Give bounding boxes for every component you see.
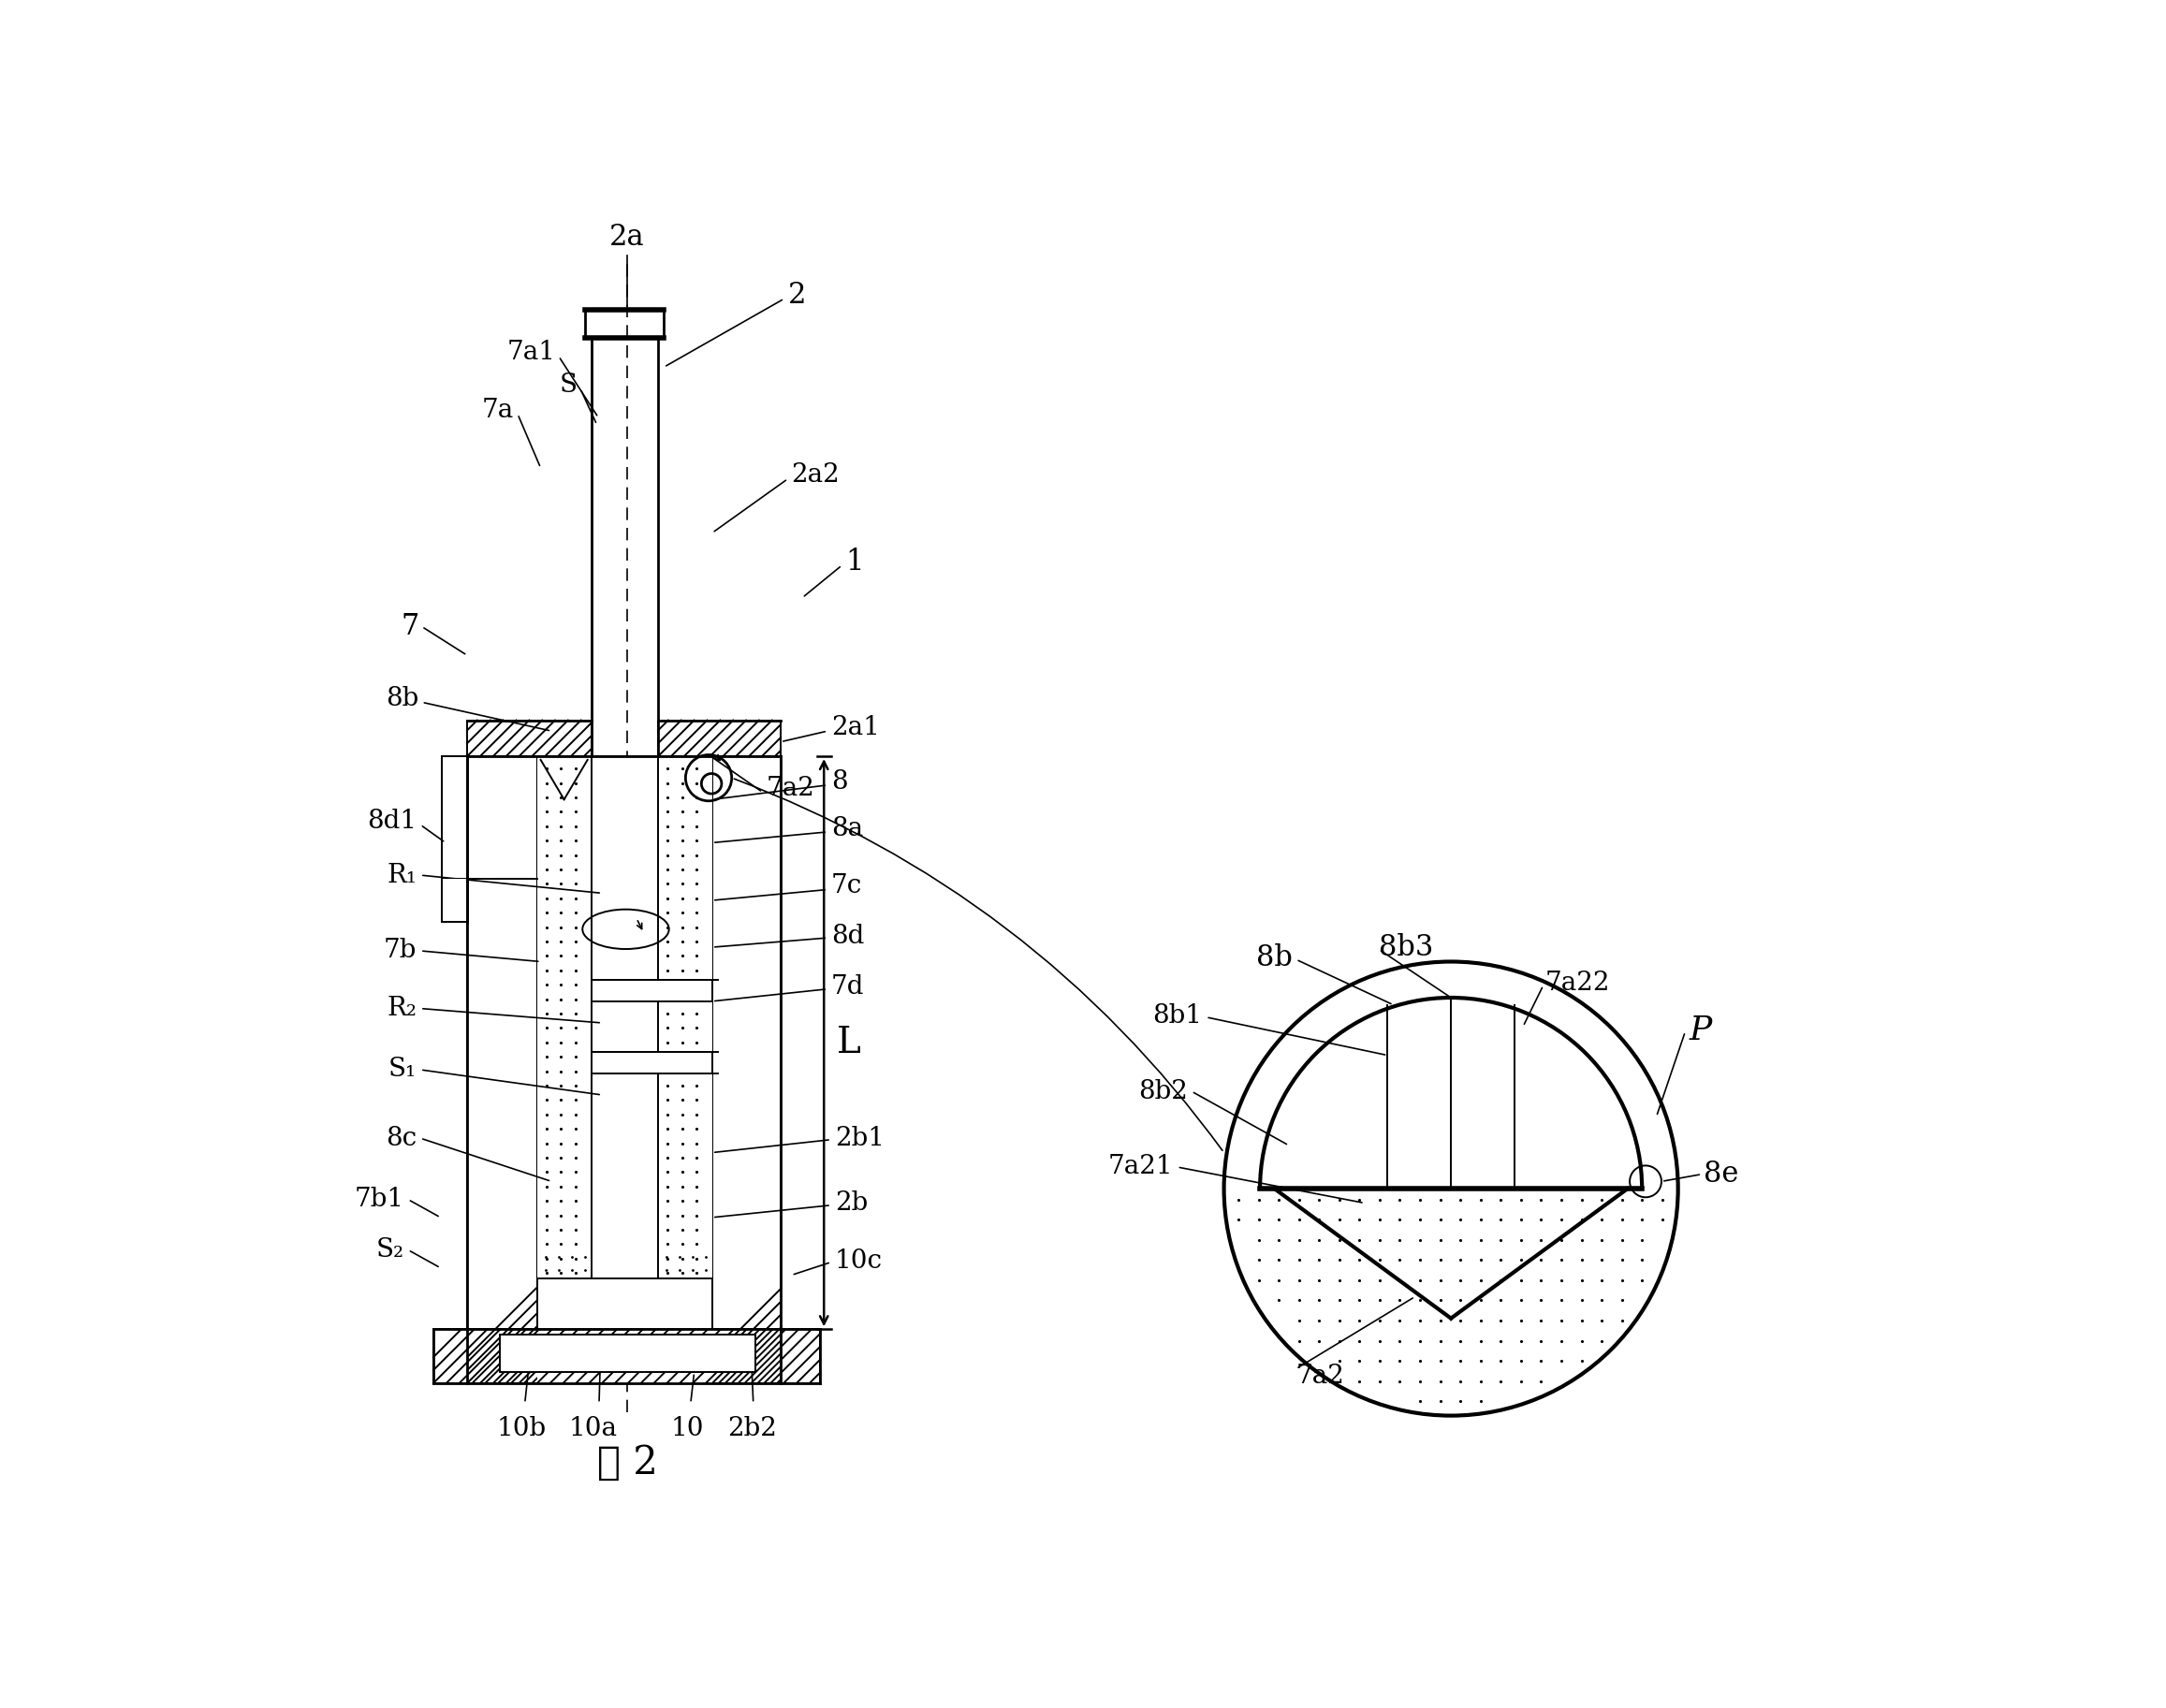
Bar	[713, 757, 780, 1383]
Text: 7: 7	[401, 611, 418, 640]
Bar	[442, 878, 468, 922]
Bar	[442, 757, 468, 922]
Bar	[591, 1052, 713, 1073]
Text: S₁: S₁	[388, 1057, 416, 1083]
Text: 2b: 2b	[834, 1190, 869, 1216]
Text: 8c: 8c	[386, 1126, 416, 1151]
Bar	[500, 1336, 756, 1373]
Text: P: P	[1689, 1015, 1711, 1045]
Text: 10a: 10a	[570, 1416, 617, 1442]
Text: 2a1: 2a1	[832, 714, 879, 740]
Text: 8: 8	[832, 769, 847, 794]
Text: 10c: 10c	[834, 1249, 882, 1274]
Text: 2b2: 2b2	[728, 1416, 778, 1442]
Text: 1: 1	[845, 547, 864, 576]
Text: 8a: 8a	[832, 816, 862, 840]
Bar	[537, 757, 713, 1383]
Bar	[658, 757, 713, 1296]
Text: R₁: R₁	[388, 863, 416, 888]
Text: 7b1: 7b1	[355, 1187, 405, 1213]
Bar	[537, 1243, 591, 1279]
Bar	[591, 980, 713, 1001]
Text: L: L	[836, 1025, 862, 1061]
Text: 8b1: 8b1	[1152, 1003, 1202, 1028]
Text: 8d: 8d	[832, 924, 864, 950]
Text: 8d1: 8d1	[366, 808, 416, 834]
Bar	[468, 757, 537, 1383]
Text: S: S	[559, 372, 578, 398]
Text: 10: 10	[671, 1416, 704, 1442]
Text: 7a2: 7a2	[767, 775, 814, 801]
Text: 2a2: 2a2	[791, 463, 840, 488]
Text: 8b2: 8b2	[1139, 1079, 1187, 1103]
Text: 10b: 10b	[496, 1416, 546, 1442]
Text: 7a22: 7a22	[1544, 970, 1609, 996]
Text: 8b3: 8b3	[1380, 933, 1434, 962]
Text: 8b: 8b	[386, 687, 418, 711]
Text: 2a: 2a	[609, 222, 645, 251]
Bar	[658, 1243, 713, 1279]
Text: 7a: 7a	[483, 398, 513, 424]
Text: S₂: S₂	[377, 1237, 405, 1262]
Text: 7a2: 7a2	[1295, 1363, 1345, 1389]
Text: 7a1: 7a1	[507, 340, 557, 366]
Text: 8b: 8b	[1256, 943, 1293, 972]
Text: 图 2: 图 2	[598, 1443, 658, 1483]
Text: 2: 2	[788, 280, 806, 309]
Text: 7b: 7b	[383, 938, 416, 963]
Bar	[433, 1329, 821, 1383]
Text: 7a21: 7a21	[1109, 1155, 1174, 1180]
Text: 2b1: 2b1	[834, 1126, 884, 1151]
Text: R₂: R₂	[388, 996, 416, 1021]
Text: 7d: 7d	[832, 974, 864, 999]
Text: 7c: 7c	[832, 873, 862, 898]
Bar	[658, 721, 780, 757]
Bar	[537, 1279, 713, 1329]
Bar	[591, 757, 658, 1329]
Text: 8e: 8e	[1702, 1160, 1739, 1189]
Bar	[468, 721, 591, 757]
Bar	[537, 757, 591, 1296]
